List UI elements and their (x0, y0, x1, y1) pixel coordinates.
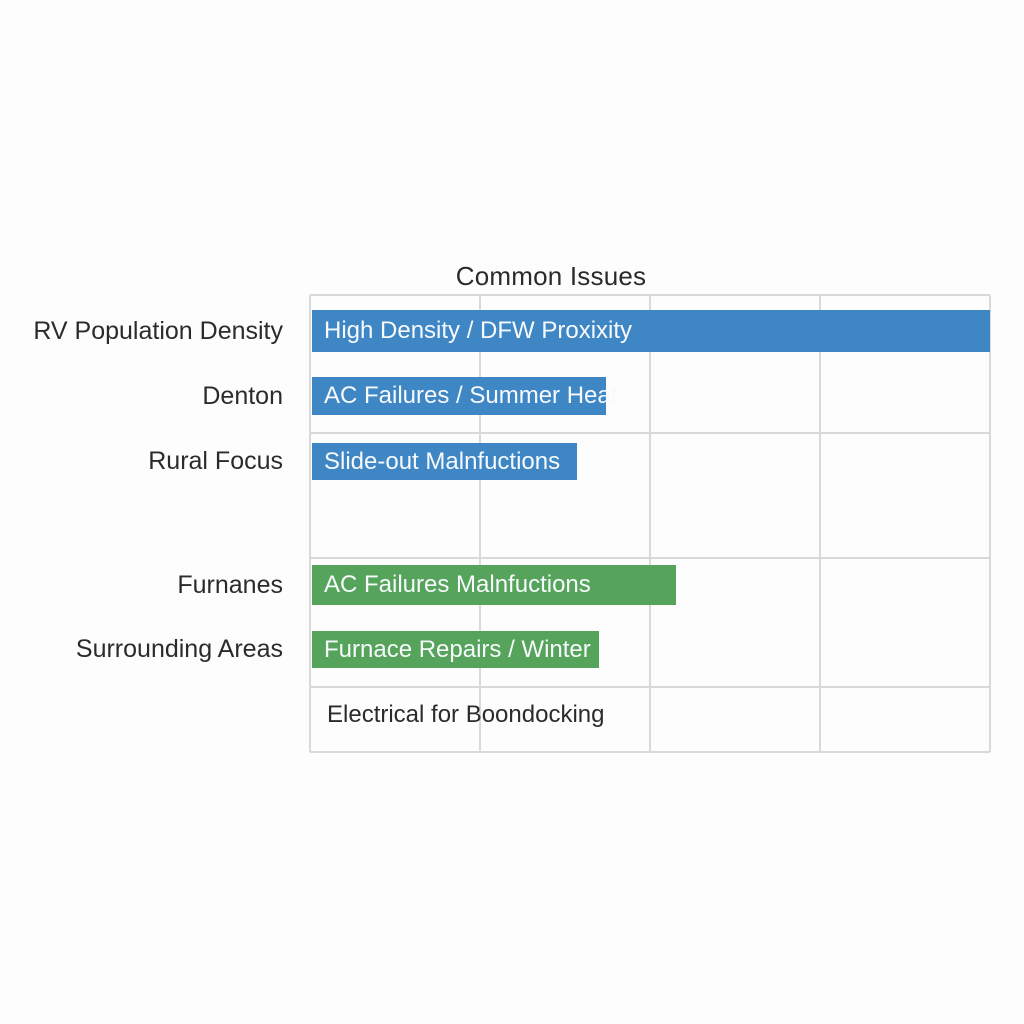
bar-blue: AC Failures / Summer Heat (312, 377, 617, 415)
gridline-vertical (989, 295, 991, 752)
plot-area: High Density / DFW Proxixity AC Failures … (309, 294, 991, 753)
bar-blue: Slide-out Malnfuctions (312, 443, 577, 480)
gridline-horizontal (310, 686, 990, 688)
bar-green: Furnace Repairs / Winter (312, 631, 599, 668)
gridline-horizontal (310, 751, 990, 753)
gridline-vertical (819, 295, 821, 752)
gridline-horizontal (310, 557, 990, 559)
bar-blue: High Density / DFW Proxixity (312, 310, 990, 352)
gridline-horizontal (310, 294, 990, 296)
category-labels: RV Population Density Denton Rural Focus Fu… (0, 0, 296, 1024)
category-label: Furnanes (177, 570, 283, 599)
category-label: Denton (202, 381, 283, 410)
gridline-vertical (309, 295, 311, 752)
gridline-vertical (479, 295, 481, 752)
gridline-vertical (649, 295, 651, 752)
bar-green: AC Failures Malnfuctions (312, 565, 676, 605)
row-text: Electrical for Boondocking (327, 701, 605, 728)
category-label: RV Population Density (33, 316, 283, 345)
chart-title: Common Issues (455, 261, 647, 291)
gridline-horizontal (310, 432, 990, 434)
category-label: Rural Focus (148, 447, 283, 475)
category-label: Surrounding Areas (75, 635, 283, 663)
